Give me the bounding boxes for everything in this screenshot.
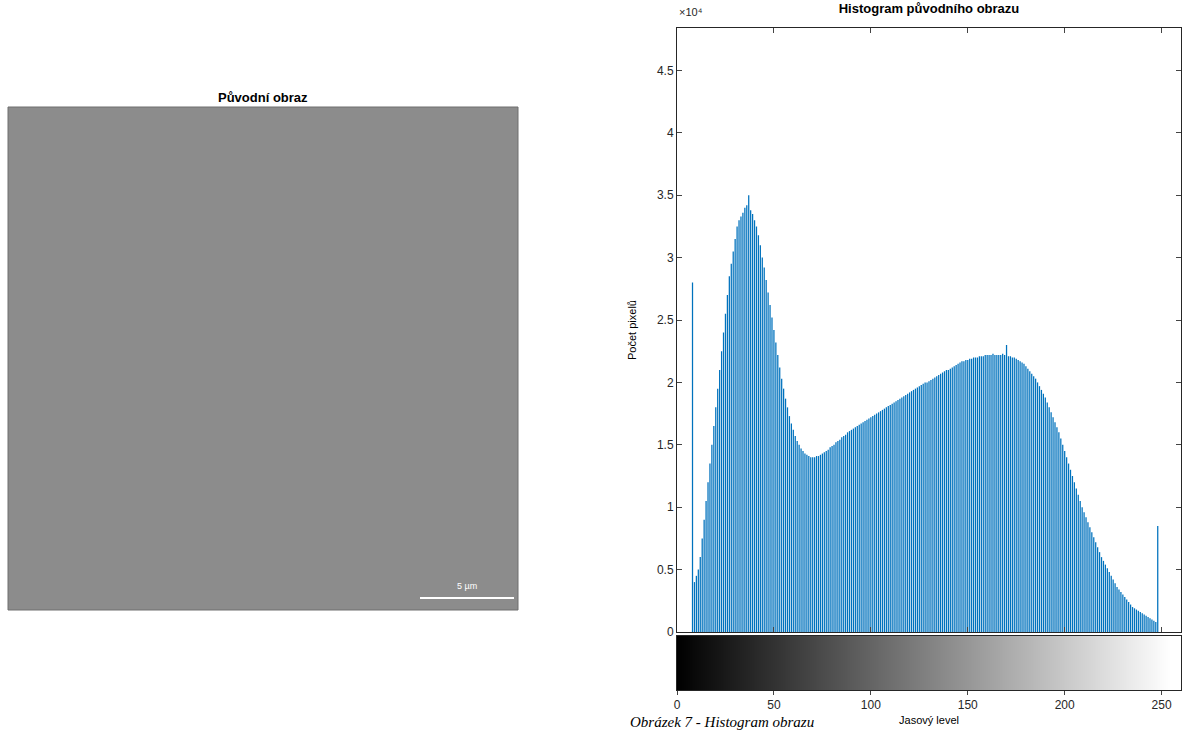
svg-text:0: 0 (674, 698, 681, 712)
svg-text:250: 250 (1152, 698, 1172, 712)
svg-text:4.5: 4.5 (657, 64, 674, 78)
svg-text:Jasový level: Jasový level (899, 714, 959, 726)
svg-text:5 µm: 5 µm (457, 581, 477, 591)
svg-text:0.5: 0.5 (657, 563, 674, 577)
svg-text:100: 100 (861, 698, 881, 712)
svg-text:Počet pixelů: Počet pixelů (626, 300, 638, 360)
svg-text:×10⁴: ×10⁴ (679, 6, 703, 18)
svg-text:Histogram původního obrazu: Histogram původního obrazu (839, 1, 1020, 16)
svg-text:3: 3 (667, 251, 674, 265)
svg-text:1.5: 1.5 (657, 438, 674, 452)
svg-text:Původní obraz: Původní obraz (218, 90, 308, 105)
svg-text:50: 50 (767, 698, 781, 712)
svg-text:2.5: 2.5 (657, 313, 674, 327)
svg-text:1: 1 (667, 500, 674, 514)
svg-text:3.5: 3.5 (657, 188, 674, 202)
svg-text:Obrázek 7 - Histogram obrazu: Obrázek 7 - Histogram obrazu (630, 714, 814, 730)
svg-text:2: 2 (667, 376, 674, 390)
svg-text:0: 0 (667, 625, 674, 639)
svg-text:150: 150 (958, 698, 978, 712)
svg-text:200: 200 (1055, 698, 1075, 712)
svg-text:4: 4 (667, 126, 674, 140)
